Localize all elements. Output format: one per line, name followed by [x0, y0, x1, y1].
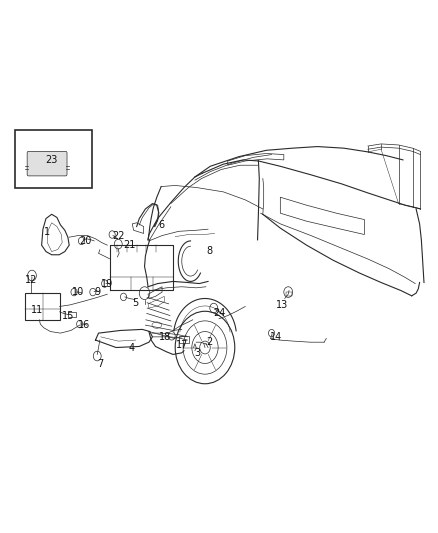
Text: 1: 1: [44, 227, 50, 237]
Text: 21: 21: [123, 240, 135, 250]
Text: 6: 6: [158, 220, 164, 230]
Text: 13: 13: [276, 300, 289, 310]
Text: 9: 9: [94, 287, 100, 297]
Bar: [68, 312, 76, 317]
Text: 8: 8: [206, 246, 212, 255]
Text: 14: 14: [270, 332, 282, 342]
Text: 17: 17: [176, 341, 188, 350]
Text: 15: 15: [62, 311, 74, 320]
Bar: [179, 336, 189, 343]
Bar: [25, 293, 60, 320]
Text: 7: 7: [97, 359, 103, 368]
Text: 18: 18: [159, 332, 172, 342]
Text: 2: 2: [206, 337, 212, 347]
Text: 16: 16: [78, 320, 90, 330]
Text: 24: 24: [214, 309, 226, 318]
Text: 23: 23: [46, 155, 58, 165]
Text: 5: 5: [133, 298, 139, 308]
Bar: [15, 130, 92, 188]
Text: 11: 11: [31, 305, 43, 315]
Text: 22: 22: [112, 231, 124, 240]
Text: 12: 12: [25, 275, 38, 285]
Text: 19: 19: [101, 279, 113, 288]
Text: 20: 20: [79, 236, 92, 246]
FancyBboxPatch shape: [27, 151, 67, 176]
Text: 3: 3: [194, 348, 200, 358]
Text: 10: 10: [72, 287, 84, 297]
Text: 4: 4: [128, 343, 134, 352]
Bar: [286, 292, 292, 296]
